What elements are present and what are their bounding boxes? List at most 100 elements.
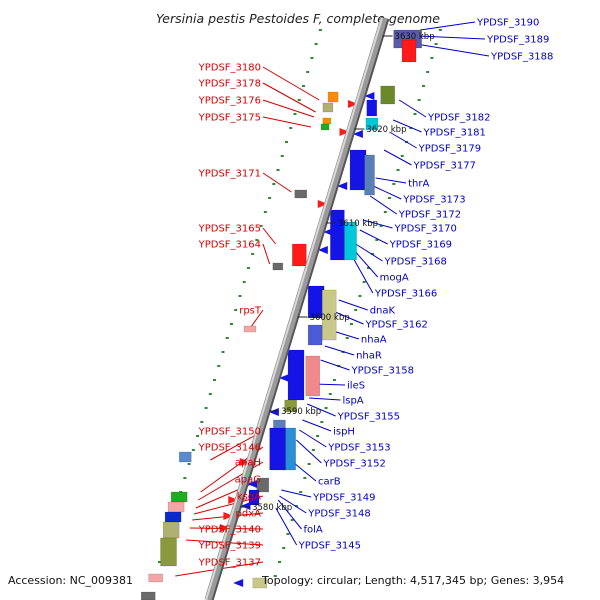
guide-dot xyxy=(426,71,430,73)
guide-dot xyxy=(316,435,320,437)
label-connector xyxy=(320,359,350,371)
gene-block xyxy=(366,99,378,117)
gene-label-left: pdxA xyxy=(236,509,262,520)
gene-arrow xyxy=(233,579,244,587)
label-connector xyxy=(281,489,312,498)
guide-dot xyxy=(430,57,434,59)
guide-dot xyxy=(349,323,353,325)
gene-label-left: YPDSF_3146 xyxy=(198,443,261,454)
gene-label-right: ispH xyxy=(333,427,355,438)
gene-label-right: YPDSF_3181 xyxy=(423,128,486,139)
guide-dot xyxy=(285,141,289,143)
guide-dot xyxy=(229,323,233,325)
gene-block xyxy=(364,154,375,196)
gene-label-right: nhaA xyxy=(361,335,387,346)
gene-label-right: YPDSF_3158 xyxy=(351,366,414,377)
gene-label-right: dnaK xyxy=(370,306,396,317)
scale-label: 3600 kbp xyxy=(310,313,350,323)
guide-dot xyxy=(277,561,281,563)
backbone-highlight xyxy=(205,17,383,600)
gene-label-right: YPDSF_3190 xyxy=(476,18,539,29)
gene-block xyxy=(327,91,339,103)
guide-dot xyxy=(282,547,286,549)
label-connector xyxy=(392,119,422,133)
gene-block xyxy=(167,501,185,513)
label-connector xyxy=(262,172,292,193)
genome-backbone xyxy=(204,16,390,600)
gene-arrow xyxy=(352,130,363,138)
label-connector xyxy=(418,35,486,40)
label-connector xyxy=(369,195,398,215)
gene-block xyxy=(320,123,330,131)
guide-dot xyxy=(310,57,314,59)
gene-label-right: YPDSF_3149 xyxy=(312,493,375,504)
gene-label-right: YPDSF_3182 xyxy=(427,113,490,124)
gene-label-right: nhaR xyxy=(356,351,382,362)
label-connector xyxy=(334,311,364,325)
gene-block xyxy=(162,521,180,539)
gene-label-right: YPDSF_3168 xyxy=(384,257,447,268)
gene-arrow xyxy=(268,408,279,416)
gene-label-left: YPDSF_3180 xyxy=(198,63,261,74)
gene-label-right: ileS xyxy=(347,381,365,392)
guide-dot xyxy=(213,379,217,381)
gene-label-left: YPDSF_3137 xyxy=(198,558,261,569)
gene-arrow xyxy=(239,458,250,466)
guide-dot xyxy=(413,113,417,115)
guide-dot xyxy=(196,435,200,437)
gene-label-left: ksgA xyxy=(237,492,261,503)
guide-dot xyxy=(293,113,297,115)
gene-arrow xyxy=(317,246,328,254)
genome-summary-text: Topology: circular; Length: 4,517,345 bp… xyxy=(262,574,565,587)
label-connector xyxy=(262,116,312,128)
guide-dot xyxy=(303,477,307,479)
gene-arrow xyxy=(337,182,348,190)
guide-dot xyxy=(307,463,311,465)
guide-dot xyxy=(379,225,383,227)
gene-label-right: lspA xyxy=(342,396,363,407)
gene-block xyxy=(344,221,357,261)
label-connector xyxy=(416,43,490,57)
gene-label-right: YPDSF_3152 xyxy=(322,459,385,470)
gene-block xyxy=(321,289,337,341)
guide-dot xyxy=(301,85,305,87)
map-title: Yersinia pestis Pestoides F, complete ge… xyxy=(156,11,440,26)
gene-label-right: YPDSF_3155 xyxy=(337,412,400,423)
guide-dot xyxy=(438,29,442,31)
guide-dot xyxy=(421,85,425,87)
gene-label-right: YPDSF_3162 xyxy=(364,320,427,331)
guide-dot xyxy=(286,533,290,535)
gene-arrow xyxy=(339,128,350,136)
gene-block xyxy=(164,511,182,523)
gene-block xyxy=(322,117,332,125)
gene-label-right: YPDSF_3189 xyxy=(486,35,549,46)
label-connector xyxy=(324,345,355,356)
guide-dot xyxy=(234,309,238,311)
guide-dot xyxy=(246,267,250,269)
gene-arrow xyxy=(317,200,328,208)
guide-dot xyxy=(333,379,337,381)
gene-block xyxy=(248,489,260,506)
gene-block xyxy=(292,243,307,267)
label-connector xyxy=(296,439,322,464)
guide-dot xyxy=(251,253,255,255)
gene-label-right: YPDSF_3188 xyxy=(490,52,553,63)
guide-dot xyxy=(238,295,242,297)
scale-label: 3630 kbp xyxy=(395,32,435,42)
label-connector xyxy=(262,243,271,265)
gene-block xyxy=(322,102,334,113)
guide-dot xyxy=(320,421,324,423)
gene-block xyxy=(243,325,257,333)
gene-label-right: folA xyxy=(303,525,322,536)
guide-dot xyxy=(324,407,328,409)
label-connector xyxy=(383,149,412,166)
label-connector xyxy=(398,99,427,118)
label-connector xyxy=(277,499,302,530)
gene-label-left: YPDSF_3178 xyxy=(198,79,261,90)
guide-dot xyxy=(366,267,370,269)
guide-dot xyxy=(268,197,272,199)
label-connector xyxy=(359,229,388,245)
scale-label: 3620 kbp xyxy=(366,125,406,135)
gene-block xyxy=(401,39,417,63)
gene-block xyxy=(307,324,323,346)
